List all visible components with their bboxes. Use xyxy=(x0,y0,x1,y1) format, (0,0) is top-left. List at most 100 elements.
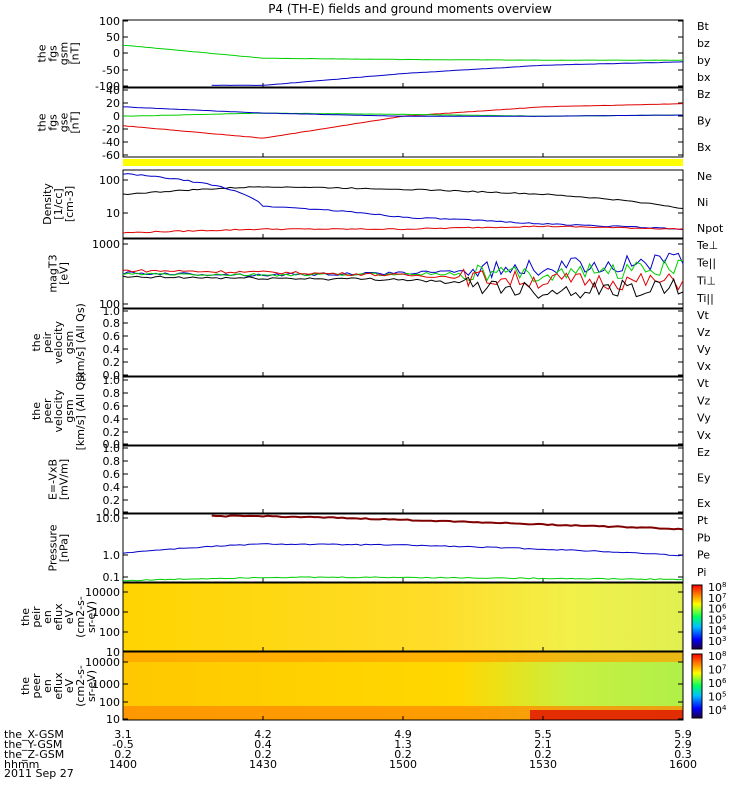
panel-efield: 1.00.80.60.40.20.0 E=-VxB[mV/m] Ez Ey Ex xyxy=(47,442,711,519)
ytick-label: 1.0 xyxy=(103,442,121,455)
svg-text:[nPa]: [nPa] xyxy=(58,534,71,562)
svg-text:Density: Density xyxy=(41,183,54,225)
ytick-label: 0.8 xyxy=(103,455,121,468)
series-pressure-Pe xyxy=(122,576,684,582)
ytick-label: 100 xyxy=(99,15,120,28)
panel-frame xyxy=(122,19,684,88)
ytick-label: 0.0 xyxy=(103,506,121,519)
ytick-label: 10.0 xyxy=(96,512,121,525)
legend-Vy: Vy xyxy=(697,343,711,356)
ytick-label: 0.8 xyxy=(103,387,121,400)
panel-frame xyxy=(122,87,684,158)
series-fgs-gse-Bz xyxy=(122,103,684,139)
panel-peir-spec: 10810710610510410310000100010010thepeire… xyxy=(19,581,727,659)
svg-text:en: en xyxy=(41,610,54,624)
colorbar-label: 105 xyxy=(708,691,726,704)
colorbar-label: 108 xyxy=(708,650,726,663)
ylabel-efield: E=-VxB[mV/m] xyxy=(47,459,71,500)
ytick-label: 10 xyxy=(106,646,120,659)
legend-Npot: Npot xyxy=(697,222,724,235)
legend-Pt: Pt xyxy=(697,514,709,527)
ytick-label: 100 xyxy=(99,626,120,639)
svg-text:eflux: eflux xyxy=(52,603,65,631)
spectrogram-band-red xyxy=(530,710,683,720)
series-fgs-gsm-by xyxy=(122,44,684,61)
ytick-label: 1000 xyxy=(92,606,120,619)
legend-Ti||: Ti|| xyxy=(696,292,714,305)
colorbar-label: 103 xyxy=(708,635,726,648)
series-density-Ne xyxy=(122,225,684,234)
legend-Vz: Vz xyxy=(697,326,711,339)
footer-date: 2011 Sep 27 xyxy=(4,767,74,780)
svg-text:peir: peir xyxy=(30,606,43,628)
footer-value: 2.9 xyxy=(674,738,692,751)
legend-Pb: Pb xyxy=(697,531,711,544)
svg-text:sr-eV): sr-eV) xyxy=(85,670,98,702)
svg-text:peir: peir xyxy=(41,331,54,353)
svg-text:en: en xyxy=(41,679,54,693)
ytick-label: 0.1 xyxy=(103,571,121,584)
svg-text:E=-VxB: E=-VxB xyxy=(47,459,60,500)
ytick-label: 0 xyxy=(113,47,120,60)
spectrogram-band-high xyxy=(123,652,683,662)
panel-density: 100 10 Density[1/cc][cm-3] Ne Ni Npot xyxy=(41,169,724,239)
ytick-label: 1.0 xyxy=(103,549,121,562)
colorbar-label: 107 xyxy=(708,592,726,605)
ytick-label: 1000 xyxy=(92,238,120,251)
svg-text:velocity: velocity xyxy=(52,321,65,364)
svg-text:magT3: magT3 xyxy=(47,254,60,292)
legend-Ti⊥: Ti⊥ xyxy=(696,274,716,287)
legend-Vt: Vt xyxy=(697,309,710,322)
legend-Vt: Vt xyxy=(697,377,710,390)
svg-text:eV: eV xyxy=(63,678,76,693)
panel-frame xyxy=(122,513,684,583)
footer-value: 0.4 xyxy=(254,738,272,751)
ytick-label: 1.0 xyxy=(103,374,121,387)
svg-text:fgs: fgs xyxy=(47,114,60,131)
legend-Bz: Bz xyxy=(697,88,711,101)
svg-text:peer: peer xyxy=(41,398,54,424)
svg-text:sr-eV): sr-eV) xyxy=(85,601,98,633)
colorbar-label: 105 xyxy=(708,613,726,626)
ytick-label: -50 xyxy=(102,64,120,77)
svg-text:[km/s] (All Qs): [km/s] (All Qs) xyxy=(74,303,87,382)
legend-Bt: Bt xyxy=(697,20,710,33)
legend-Ne: Ne xyxy=(697,170,712,183)
spectrogram-peir-spec xyxy=(123,583,683,651)
ytick-label: 100 xyxy=(99,696,120,709)
svg-text:[eV]: [eV] xyxy=(58,262,71,285)
panel-temp: 1000 100 magT3[eV] Te⊥ Te|| Ti⊥ Ti|| xyxy=(47,238,719,311)
footer-value: 1430 xyxy=(249,758,277,771)
svg-text:[km/s] (All Qs): [km/s] (All Qs) xyxy=(74,372,87,451)
ytick-label: 0.2 xyxy=(103,356,121,369)
series-temp-Te⊥ xyxy=(122,268,684,291)
plot-title: P4 (TH-E) fields and ground moments over… xyxy=(268,2,552,16)
ytick-label: -40 xyxy=(102,136,120,149)
ytick-label: 20 xyxy=(106,97,120,110)
footer-value: 1.3 xyxy=(394,738,412,751)
svg-text:[cm-3]: [cm-3] xyxy=(63,186,76,222)
footer-row-label: the_Z-GSM xyxy=(4,748,64,761)
footer-value: 0.2 xyxy=(114,748,132,761)
panel-pressure: 10.0 1.0 0.1 Pressure[nPa] Pt Pb Pe Pi xyxy=(47,512,711,584)
ytick-label: 100 xyxy=(99,298,120,311)
svg-text:gsm: gsm xyxy=(63,399,76,422)
svg-text:the: the xyxy=(36,113,49,131)
svg-text:[nT]: [nT] xyxy=(69,42,82,64)
legend-Ni: Ni xyxy=(697,196,708,209)
ytick-label: 100 xyxy=(99,174,120,187)
footer-row-label: hhmm xyxy=(4,758,39,771)
svg-text:[1/cc]: [1/cc] xyxy=(52,188,65,219)
footer-value: 1600 xyxy=(669,758,697,771)
series-temp-Ti⊥ xyxy=(122,252,684,280)
footer-value: 5.9 xyxy=(674,728,692,741)
svg-text:gsm: gsm xyxy=(63,331,76,354)
legend-Te||: Te|| xyxy=(696,257,716,270)
colorbar-label: 108 xyxy=(708,581,726,594)
